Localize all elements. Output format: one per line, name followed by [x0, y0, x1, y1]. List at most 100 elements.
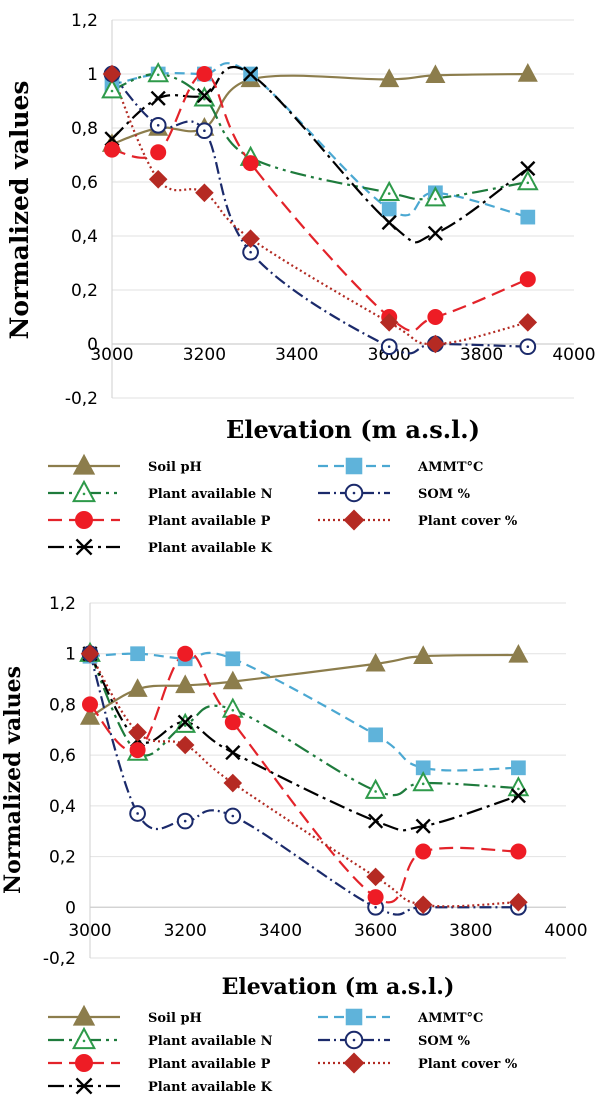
x-tick-label: 3800 [460, 345, 503, 365]
legend-item-plant-cover: Plant cover % [318, 509, 518, 531]
legend-item-plant-available-p: Plant available P [48, 511, 271, 529]
data-point-plant-available-k [177, 714, 193, 730]
data-point-plant-available-k-stroke-b [177, 714, 193, 730]
series-som [88, 653, 519, 916]
data-point-plant-available-k-stroke-b [520, 160, 536, 177]
data-point-plant-cover [223, 773, 243, 793]
legend-item-plant-available-k: Plant available K [48, 1077, 273, 1095]
data-point-plant-available-n [147, 61, 170, 83]
data-point-plant-available-n-dot [231, 709, 235, 712]
legend-marker-dot [352, 1038, 356, 1042]
data-point-plant-available-n-dot [421, 782, 425, 786]
legend-marker-stroke-b [75, 538, 93, 556]
data-point-som-dot [136, 812, 139, 815]
legend-item-plant-available-k: Plant available K [48, 538, 273, 556]
legend-marker [75, 538, 93, 556]
data-point-som-dot [249, 250, 252, 254]
legend-marker-dot [82, 1039, 86, 1043]
series-soil-ph [89, 653, 519, 719]
legend-marker [343, 1052, 365, 1074]
y-tick-label: 0,6 [71, 173, 98, 193]
legend-label: Plant available N [148, 487, 273, 502]
y-tick-label: 0,8 [49, 695, 76, 715]
legend-item-som: SOM % [318, 1030, 471, 1050]
legend-marker-dot [82, 492, 86, 496]
y-tick-label: 0,8 [71, 119, 98, 139]
chart-1-legend: Soil pH AMMT°C Plant available N SOM % Plant… [48, 453, 518, 556]
data-point-soil-ph [425, 64, 446, 84]
series-plant-available-n [89, 653, 519, 797]
data-point-ammt-c [511, 760, 526, 776]
data-point-plant-available-p [242, 155, 259, 172]
data-point-plant-available-n [412, 771, 435, 792]
data-point-plant-available-k [510, 788, 526, 804]
data-point-plant-available-k [381, 214, 397, 231]
legend-label: Plant available P [148, 1057, 271, 1072]
legend-marker-stroke-b [75, 1077, 93, 1095]
legend-marker [72, 1004, 96, 1026]
legend-label: Plant available P [148, 514, 271, 529]
data-point-plant-available-p [82, 696, 98, 713]
series-line-plant-available-p [89, 652, 519, 904]
data-point-soil-ph [379, 68, 400, 88]
data-point-soil-ph [517, 63, 538, 82]
x-tick-label: 3800 [449, 921, 492, 941]
series-plant-cover [89, 653, 519, 908]
data-point-plant-available-k [196, 88, 212, 104]
series-plant-available-k [111, 65, 529, 244]
legend-label: Plant cover % [418, 514, 518, 529]
data-point-soil-ph [127, 678, 148, 697]
data-point-som-dot [231, 814, 235, 818]
data-point-plant-available-k [415, 818, 431, 834]
series-line-plant-available-n [111, 72, 528, 201]
data-point-plant-available-k-stroke-b [196, 88, 212, 104]
data-point-plant-available-k [150, 90, 166, 106]
chart-1: -0,200,20,40,60,811,23000320034003600380… [5, 11, 596, 556]
y-tick-label: 1,2 [71, 11, 98, 31]
data-point-plant-available-p [177, 645, 194, 662]
data-point-ammt-c [368, 727, 383, 743]
data-point-plant-available-n [101, 78, 123, 99]
data-point-plant-available-k-stroke-b [510, 788, 526, 804]
data-point-plant-available-p [104, 141, 120, 158]
y-tick-label: 0,4 [71, 227, 98, 247]
y-tick-label: 0,6 [49, 746, 76, 766]
data-point-plant-cover [175, 735, 195, 755]
data-point-plant-cover [379, 313, 399, 332]
data-point-soil-ph [222, 670, 243, 690]
data-point-plant-available-p [129, 742, 146, 759]
series-line-plant-available-k [111, 65, 529, 244]
series-markers-som [103, 65, 537, 356]
data-point-plant-available-k [427, 225, 443, 241]
legend-marker [75, 1077, 93, 1095]
data-point-plant-available-n-dot [156, 73, 160, 77]
data-point-plant-cover [426, 334, 445, 354]
x-tick-label: 3600 [354, 921, 397, 941]
series-plant-available-p [111, 72, 529, 333]
legend-label: AMMT°C [417, 460, 483, 475]
data-point-som-dot [203, 129, 206, 132]
series-plant-cover [110, 73, 529, 346]
legend-item-soil-ph: Soil pH [48, 453, 202, 475]
data-point-soil-ph [413, 645, 434, 664]
data-point-plant-available-k-stroke-b [427, 225, 443, 241]
data-point-plant-cover [148, 170, 168, 189]
x-tick-label: 3000 [68, 921, 111, 941]
data-point-plant-available-k-stroke-b [150, 90, 166, 106]
data-point-plant-available-p [415, 843, 432, 860]
y-tick-label: -0,2 [65, 389, 98, 409]
data-point-plant-available-p [510, 843, 527, 860]
series-markers-plant-available-p [104, 66, 536, 325]
legend-marker [343, 509, 365, 531]
series-markers-plant-available-k [104, 66, 536, 241]
x-axis-title: Elevation (m a.s.l.) [222, 974, 455, 1000]
data-point-soil-ph [175, 674, 196, 694]
data-point-plant-available-k-stroke-b [225, 745, 241, 761]
series-line-plant-available-n [89, 653, 519, 797]
series-plant-available-p [89, 652, 519, 904]
data-point-ammt-c [130, 646, 145, 662]
x-axis-title: Elevation (m a.s.l.) [226, 415, 480, 444]
data-point-plant-available-p [427, 309, 444, 325]
legend-label: SOM % [418, 487, 471, 502]
series-line-plant-cover [89, 653, 519, 908]
